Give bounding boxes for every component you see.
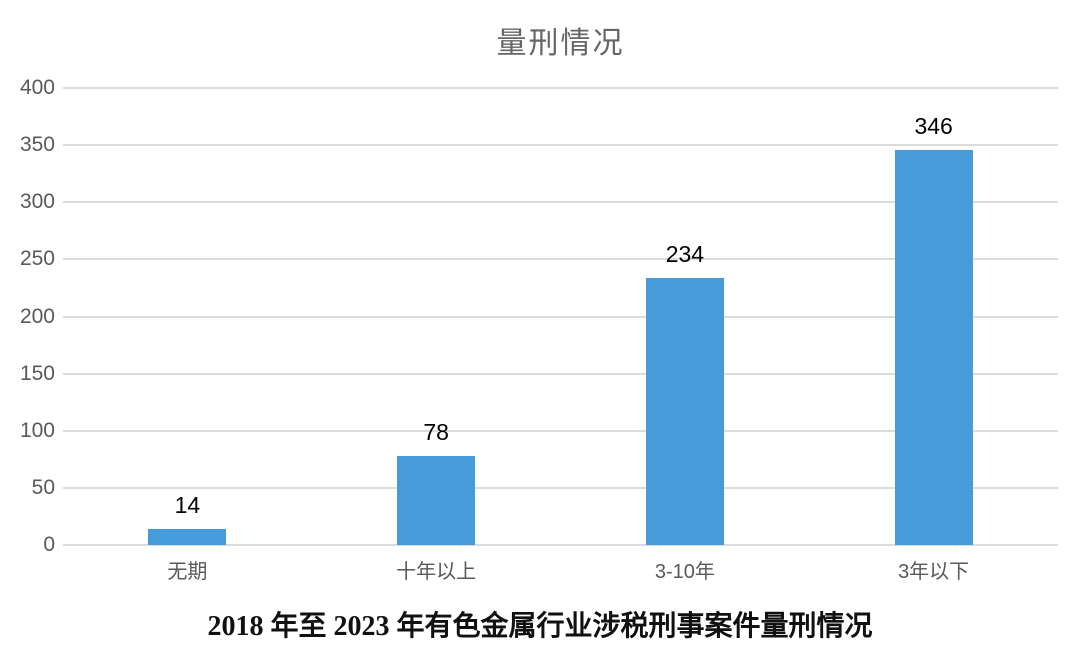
bar-group-3: 346 3年以下 <box>809 88 1058 583</box>
bar <box>894 149 973 545</box>
y-axis: 0 50 100 150 200 250 300 350 400 <box>0 76 55 556</box>
gridline-200 <box>63 315 1058 318</box>
gridline-350 <box>63 144 1058 147</box>
gridline-0 <box>63 544 1058 546</box>
chart-caption: 2018 年至 2023 年有色金属行业涉税刑事案件量刑情况 <box>207 611 873 642</box>
bar-group-1: 78 十年以上 <box>312 88 561 583</box>
y-tick-label-400: 400 <box>19 76 55 99</box>
y-tick-label-0: 0 <box>43 533 55 556</box>
x-tick-label: 3年以下 <box>898 561 970 583</box>
gridline-100 <box>63 429 1058 432</box>
y-tick-label-100: 100 <box>19 418 55 442</box>
y-tick-label-50: 50 <box>31 475 55 499</box>
chart-title: 量刑情况 <box>496 27 625 60</box>
x-tick-label: 十年以上 <box>396 561 477 583</box>
y-tick-label-350: 350 <box>19 133 55 157</box>
y-tick-label-200: 200 <box>19 304 55 328</box>
x-tick-label: 无期 <box>167 561 208 583</box>
bar-value-label: 78 <box>423 418 449 445</box>
gridline-150 <box>63 372 1058 375</box>
bar <box>645 277 724 545</box>
bar <box>148 529 227 545</box>
bar-group-0: 14 无期 <box>63 88 312 583</box>
gridlines <box>63 87 1058 546</box>
y-tick-label-150: 150 <box>19 361 55 385</box>
bar-value-label: 234 <box>665 240 705 267</box>
x-tick-label: 3-10年 <box>654 561 715 583</box>
gridline-400 <box>63 87 1058 89</box>
gridline-300 <box>63 201 1058 204</box>
bar-value-label: 346 <box>914 112 953 139</box>
gridline-250 <box>63 258 1058 261</box>
bar-value-label: 14 <box>174 492 201 519</box>
bar <box>397 455 476 545</box>
y-tick-label-300: 300 <box>19 190 55 214</box>
bars: 14 无期 78 十年以上 234 3-10年 346 3年以下 <box>63 88 1058 583</box>
y-tick-label-250: 250 <box>19 247 55 271</box>
plot-area: 14 无期 78 十年以上 234 3-10年 346 3年以下 <box>63 87 1058 583</box>
gridline-50 <box>63 486 1058 489</box>
bar-group-2: 234 3-10年 <box>561 88 810 583</box>
